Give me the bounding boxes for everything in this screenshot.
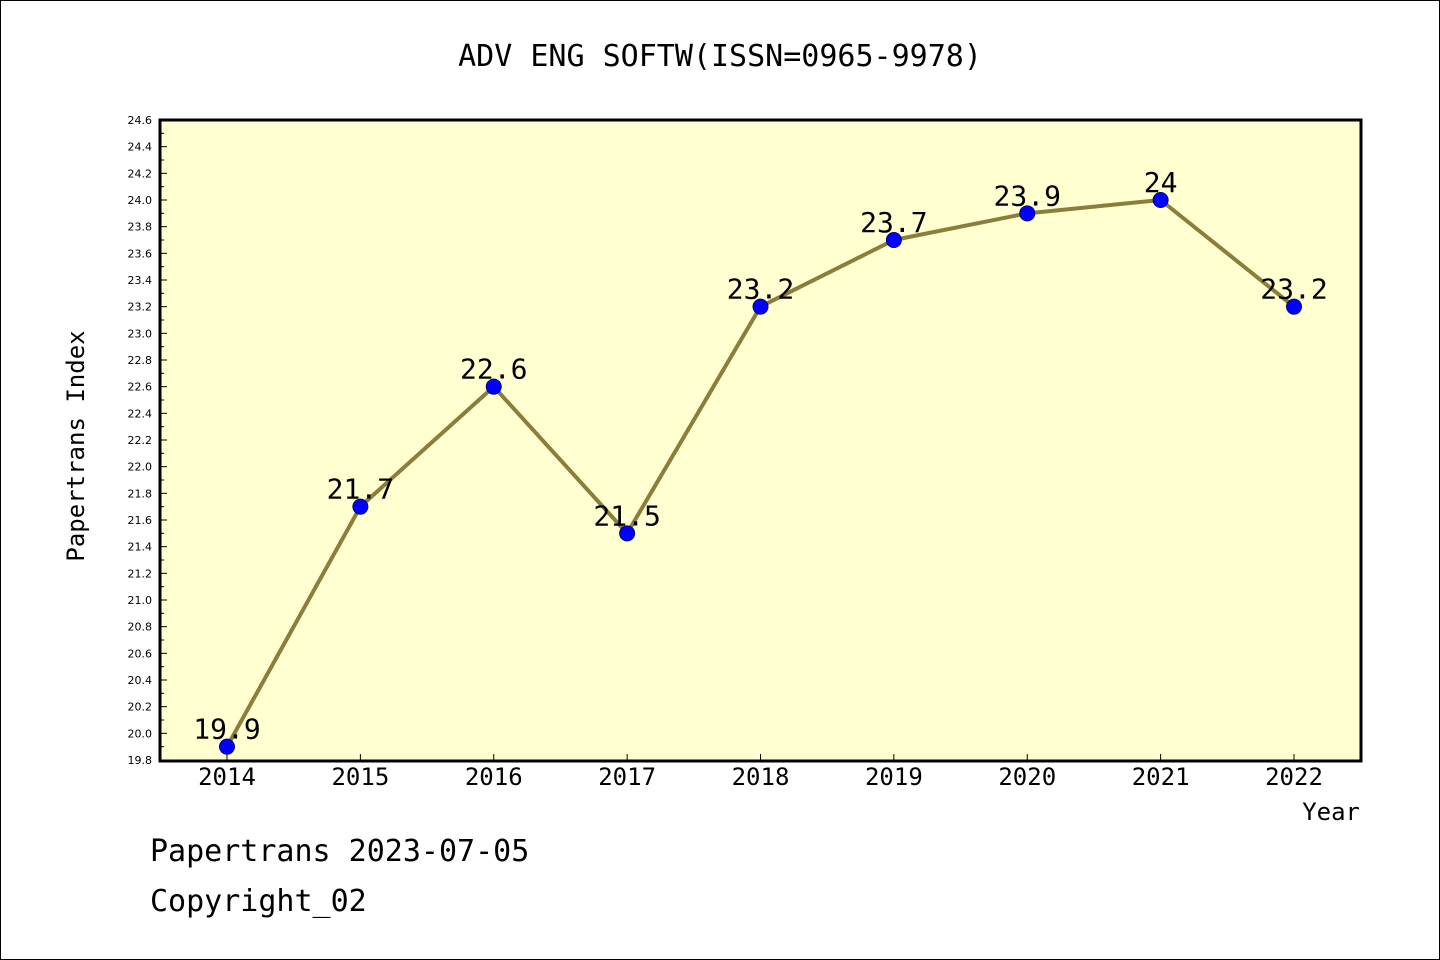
y-tick-label: 20.0 bbox=[128, 727, 153, 740]
y-tick-label: 24.4 bbox=[128, 141, 153, 154]
x-tick-label: 2017 bbox=[598, 763, 656, 791]
y-tick-label: 21.0 bbox=[128, 594, 153, 607]
data-label: 23.2 bbox=[1260, 273, 1327, 306]
data-labels: 19.9 21.7 22.6 21.5 23.2 23.7 23.9 24 23.2 bbox=[193, 166, 1327, 746]
data-point bbox=[219, 738, 235, 755]
data-label: 22.6 bbox=[460, 353, 527, 386]
data-point bbox=[1019, 205, 1036, 222]
y-tick-label: 23.4 bbox=[128, 274, 153, 287]
data-label: 21.5 bbox=[593, 499, 660, 532]
plot-area bbox=[158, 118, 1363, 763]
y-tick-label: 23.2 bbox=[128, 301, 153, 314]
data-point bbox=[752, 298, 769, 315]
data-point bbox=[485, 378, 502, 395]
y-tick-label: 24.2 bbox=[128, 167, 153, 180]
y-tick-label: 21.4 bbox=[128, 541, 153, 554]
data-point bbox=[885, 232, 902, 248]
footer-copyright: Copyright_02 bbox=[150, 884, 367, 919]
y-tick-label: 22.2 bbox=[128, 434, 153, 447]
series-line bbox=[219, 192, 1302, 755]
y-tick-label: 22.8 bbox=[128, 354, 153, 367]
y-tick-label: 24.0 bbox=[128, 194, 153, 207]
x-axis: 2014 2015 2016 2017 2018 2019 2020 2021 2022 bbox=[198, 754, 1323, 791]
data-label: 21.7 bbox=[327, 473, 394, 506]
data-label: 23.2 bbox=[727, 273, 794, 306]
y-axis: 19.8 20.0 20.2 20.4 20.6 20.8 21.0 21.2 21.4 21.6… bbox=[128, 114, 167, 767]
chart-title: ADV ENG SOFTW(ISSN=0965-9978) bbox=[458, 39, 982, 74]
y-tick-label: 21.8 bbox=[128, 487, 153, 500]
x-tick-label: 2014 bbox=[198, 763, 256, 791]
data-point bbox=[1286, 298, 1302, 315]
y-tick-label: 20.2 bbox=[128, 701, 153, 714]
data-label: 19.9 bbox=[193, 713, 260, 746]
x-tick-label: 2020 bbox=[998, 763, 1056, 791]
y-tick-label: 20.4 bbox=[128, 674, 153, 687]
y-tick-label: 20.8 bbox=[128, 621, 153, 634]
y-tick-label: 23.0 bbox=[128, 327, 153, 340]
x-tick-label: 2022 bbox=[1265, 763, 1323, 791]
data-point bbox=[619, 525, 636, 542]
y-tick-label: 23.8 bbox=[128, 221, 153, 234]
y-tick-label: 22.0 bbox=[128, 461, 153, 474]
data-label: 23.9 bbox=[994, 179, 1061, 212]
x-tick-label: 2016 bbox=[465, 763, 523, 791]
y-tick-label: 22.4 bbox=[128, 407, 153, 420]
y-tick-label: 22.6 bbox=[128, 381, 153, 394]
footer-date: Papertrans 2023-07-05 bbox=[150, 834, 530, 869]
x-tick-label: 2021 bbox=[1132, 763, 1190, 791]
y-tick-label: 21.2 bbox=[128, 567, 153, 580]
x-tick-label: 2019 bbox=[865, 763, 923, 791]
y-axis-label: Papertrans Index bbox=[62, 330, 90, 561]
data-label: 24 bbox=[1144, 166, 1178, 199]
data-label: 23.7 bbox=[860, 206, 927, 239]
y-tick-label: 24.6 bbox=[128, 114, 153, 127]
data-point bbox=[352, 498, 369, 515]
y-tick-label: 21.6 bbox=[128, 514, 153, 527]
x-axis-label: Year bbox=[1302, 798, 1360, 826]
x-tick-label: 2015 bbox=[331, 763, 389, 791]
data-point bbox=[1152, 192, 1169, 208]
y-tick-label: 20.6 bbox=[128, 647, 153, 660]
y-tick-label: 23.6 bbox=[128, 247, 153, 260]
x-tick-label: 2018 bbox=[732, 763, 790, 791]
y-tick-label: 19.8 bbox=[128, 754, 153, 767]
